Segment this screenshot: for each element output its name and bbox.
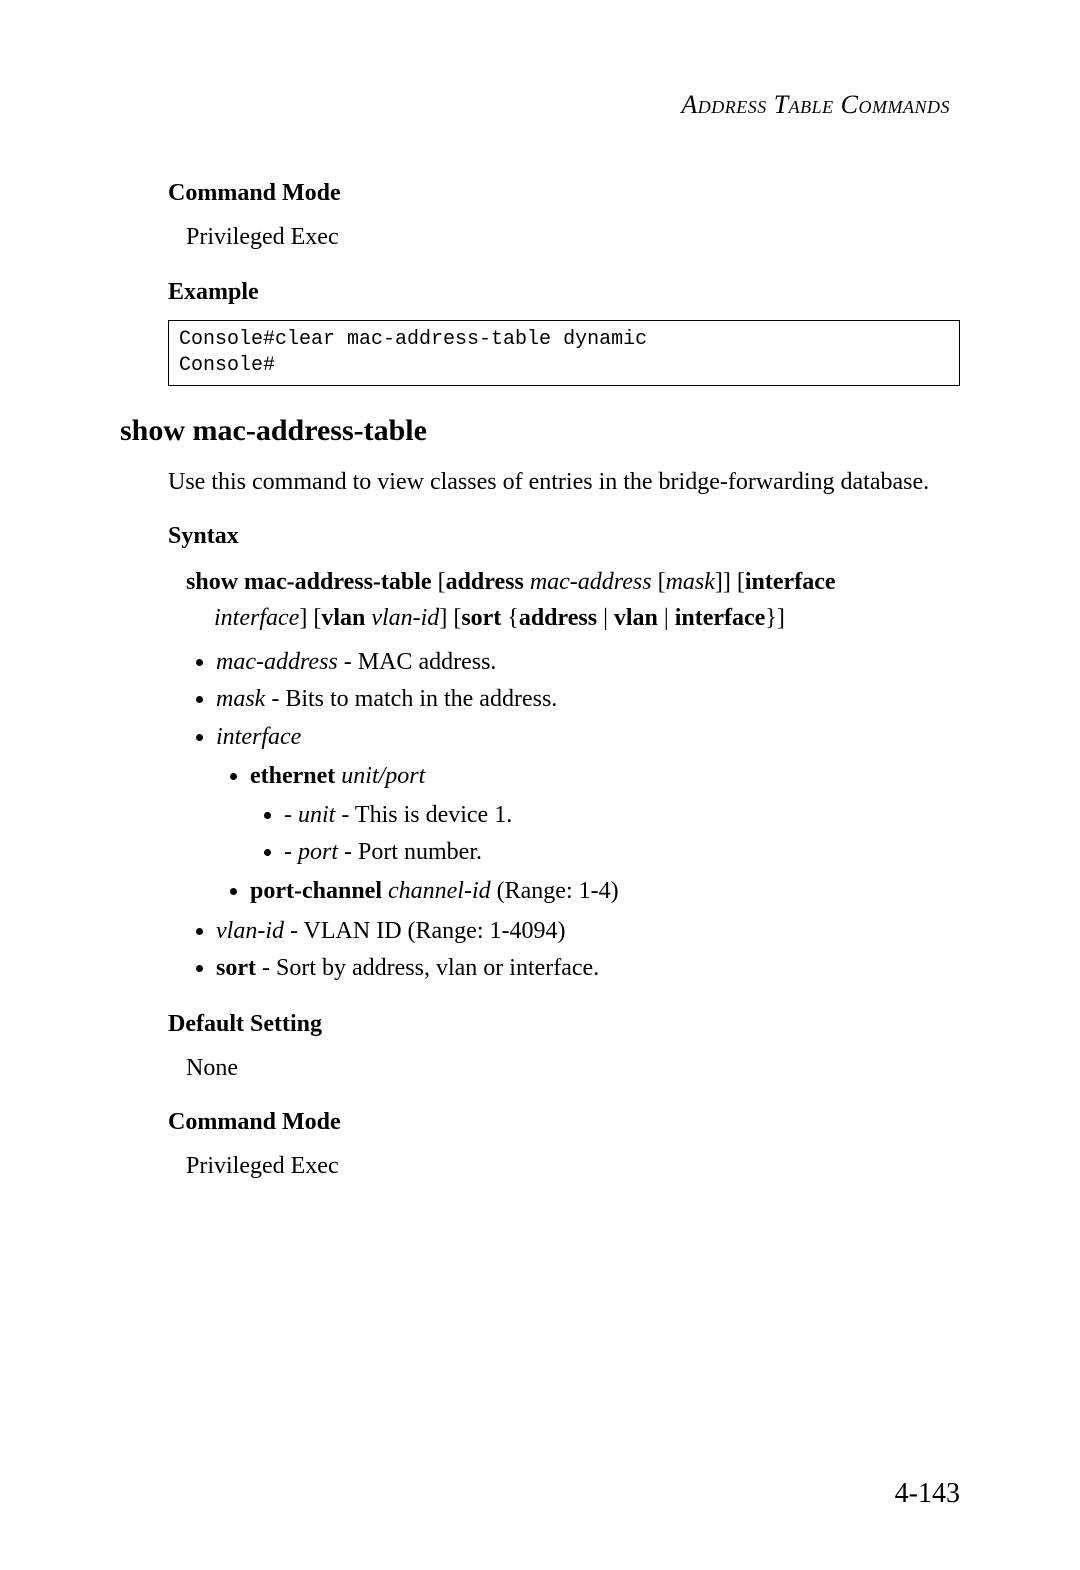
param-mask-label: mask: [216, 686, 265, 712]
syntax-line-2: interface] [vlan vlan-id] [sort {address…: [186, 600, 960, 636]
param-ethernet-label: ethernet: [250, 763, 335, 789]
param-sort: sort - Sort by address, vlan or interfac…: [216, 950, 960, 987]
param-port: port - Port number.: [284, 834, 960, 871]
default-setting-text: None: [168, 1052, 960, 1086]
param-interface-label: interface: [216, 724, 301, 750]
param-ethernet: ethernet unit/port unit - This is device…: [250, 758, 960, 872]
param-mask-desc: - Bits to match in the address.: [265, 686, 557, 712]
command-mode-heading-1: Command Mode: [168, 180, 960, 207]
param-list: mac-address - MAC address. mask - Bits t…: [168, 644, 960, 987]
syntax-block: show mac-address-table [address mac-addr…: [168, 564, 960, 636]
code-example: Console#clear mac-address-table dynamic …: [168, 320, 960, 386]
syntax-address-opt: address: [519, 605, 597, 631]
syntax-vlan-opt: vlan: [614, 605, 658, 631]
syntax-vlan-id: vlan-id: [371, 605, 439, 631]
syntax-cmd: show mac-address-table: [186, 569, 432, 595]
param-vlan-id: vlan-id - VLAN ID (Range: 1-4094): [216, 913, 960, 950]
param-unit-label: unit: [298, 802, 335, 828]
param-mac-address-label: mac-address: [216, 649, 338, 675]
syntax-mask: mask: [666, 569, 715, 595]
param-port-label: port: [298, 839, 338, 865]
running-header: Address Table Commands: [120, 90, 960, 120]
command-mode-text-2: Privileged Exec: [168, 1150, 960, 1184]
syntax-line-1: show mac-address-table [address mac-addr…: [186, 564, 960, 600]
param-mac-address: mac-address - MAC address.: [216, 644, 960, 681]
param-ethernet-arg: unit/port: [341, 763, 425, 789]
example-heading: Example: [168, 279, 960, 306]
param-vlan-id-desc: - VLAN ID (Range: 1-4094): [284, 918, 566, 944]
syntax-address-kw: address: [446, 569, 524, 595]
syntax-heading: Syntax: [168, 523, 960, 550]
param-unit-desc: - This is device 1.: [335, 802, 512, 828]
command-mode-text-1: Privileged Exec: [168, 221, 960, 255]
param-sort-desc: - Sort by address, vlan or interface.: [256, 955, 599, 981]
section-intro: Use this command to view classes of entr…: [168, 466, 960, 500]
param-sort-label: sort: [216, 955, 256, 981]
page-number: 4-143: [895, 1478, 960, 1510]
syntax-interface-arg: interface: [214, 605, 299, 631]
param-unit: unit - This is device 1.: [284, 797, 960, 834]
param-mask: mask - Bits to match in the address.: [216, 681, 960, 718]
syntax-mac-address: mac-address: [530, 569, 652, 595]
param-vlan-id-label: vlan-id: [216, 918, 284, 944]
default-setting-heading: Default Setting: [168, 1011, 960, 1038]
syntax-sort-kw: sort: [461, 605, 501, 631]
param-mac-address-desc: - MAC address.: [338, 649, 497, 675]
param-port-desc: - Port number.: [338, 839, 482, 865]
param-port-channel-label: port-channel: [250, 878, 382, 904]
syntax-vlan-kw: vlan: [321, 605, 365, 631]
command-mode-heading-2: Command Mode: [168, 1109, 960, 1136]
content-area: Command Mode Privileged Exec Example Con…: [120, 180, 960, 1184]
section-title: show mac-address-table: [120, 414, 960, 448]
page: Address Table Commands Command Mode Priv…: [0, 0, 1080, 1570]
syntax-interface-kw: interface: [745, 569, 836, 595]
syntax-interface-opt: interface: [675, 605, 766, 631]
param-port-channel: port-channel channel-id (Range: 1-4): [250, 873, 960, 910]
param-interface: interface ethernet unit/port unit - This…: [216, 719, 960, 911]
param-port-channel-arg: channel-id: [388, 878, 491, 904]
param-port-channel-desc: (Range: 1-4): [491, 878, 619, 904]
